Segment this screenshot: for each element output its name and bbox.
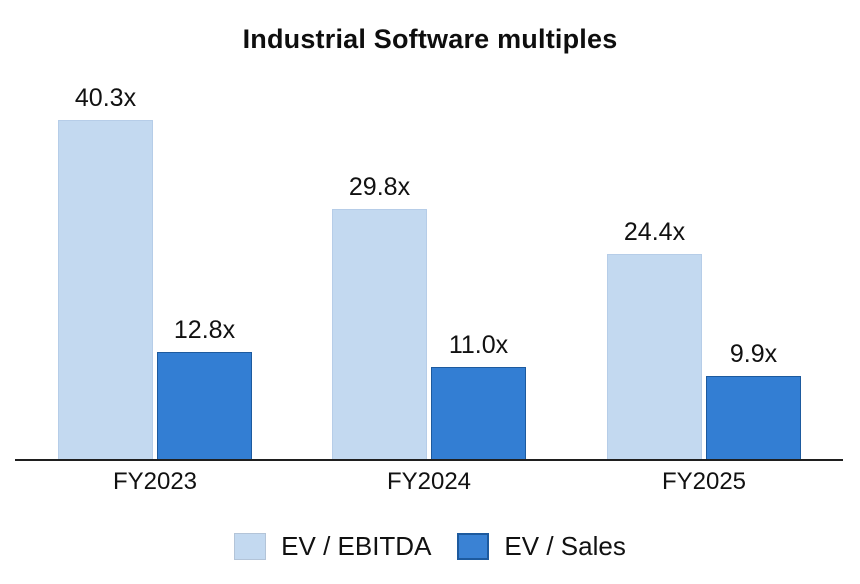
x-axis-line [15,459,843,461]
legend-label-ev-sales: EV / Sales [504,531,626,561]
legend-label-ev-ebitda: EV / EBITDA [281,531,432,561]
bar-ev-ebitda-fy2025 [607,254,702,460]
bar-ev-ebitda-fy2023 [58,120,153,460]
bar-ev-sales-fy2023 [157,352,252,460]
chart-title: Industrial Software multiples [242,24,618,54]
value-label-ev-ebitda-fy2024: 29.8x [348,173,411,201]
value-label-ev-sales-fy2024: 11.0x [448,331,509,359]
x-axis-label-fy2024: FY2024 [386,468,472,495]
value-label-ev-sales-fy2025: 9.9x [729,340,778,368]
value-label-ev-ebitda-fy2023: 40.3x [74,84,137,112]
legend-item-ev-ebitda: EV / EBITDA [234,531,431,562]
bar-ev-ebitda-fy2024 [332,209,427,460]
bar-ev-sales-fy2024 [431,367,526,460]
legend-item-ev-sales: EV / Sales [457,531,626,562]
legend-swatch-ev-sales [457,533,490,560]
value-label-ev-sales-fy2023: 12.8x [173,316,236,344]
x-axis-label-fy2023: FY2023 [112,468,198,495]
legend-swatch-ev-ebitda [234,533,267,560]
x-axis-label-fy2025: FY2025 [661,468,747,495]
bar-ev-sales-fy2025 [706,376,801,460]
legend: EV / EBITDA EV / Sales [0,531,860,562]
value-label-ev-ebitda-fy2025: 24.4x [623,218,686,246]
